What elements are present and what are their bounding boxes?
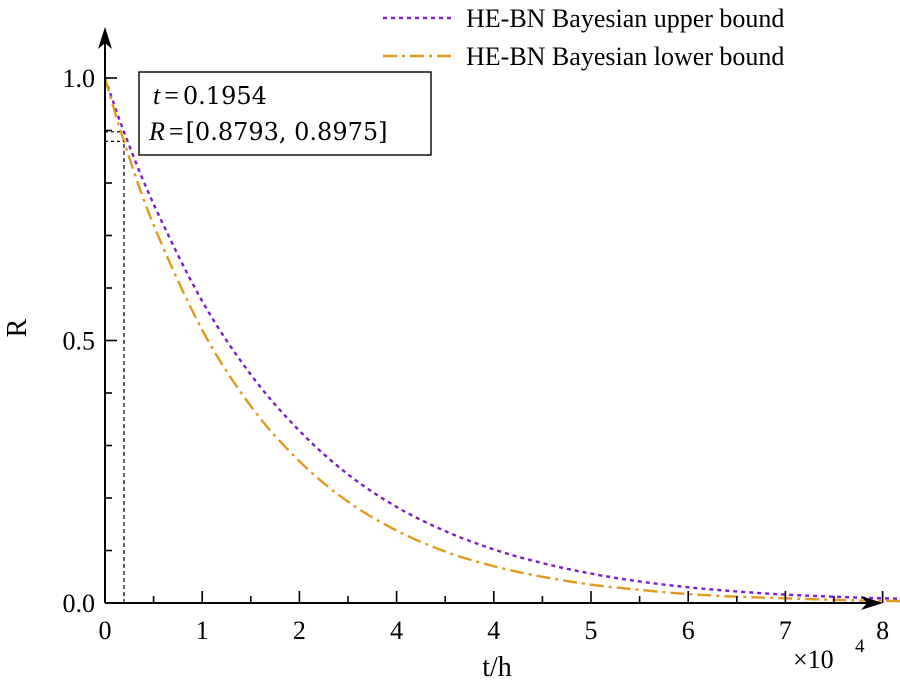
x-tick-label: 8 [876, 616, 889, 645]
x-axis-arrow [861, 596, 883, 610]
y-tick-label: 0.0 [63, 589, 96, 618]
upper-bound-line [103, 77, 900, 600]
x-axis-label: t/h [482, 652, 512, 683]
x-tick-label: 4 [487, 616, 500, 645]
x-tick-label: 0 [99, 616, 112, 645]
x-scale-exponent: 4 [855, 636, 865, 657]
legend-label-lower: HE-BN Bayesian lower bound [466, 42, 784, 71]
axes: 0 1 2 4 4 5 6 7 8 0.0 0.5 1.0 t/h R ×10 4 [2, 27, 889, 683]
x-tick-label: 5 [585, 616, 598, 645]
annotation-reliability: R =[0.8793, 0.8975] [148, 117, 388, 146]
annotation: t = 0.1954 R =[0.8793, 0.8975] [105, 71, 432, 603]
x-tick-label: 6 [682, 616, 695, 645]
legend: HE-BN Bayesian upper bound HE-BN Bayesian… [383, 4, 784, 71]
series-layer [103, 77, 900, 603]
y-tick-label: 1.0 [63, 64, 96, 93]
legend-label-upper: HE-BN Bayesian upper bound [466, 4, 784, 33]
y-axis-label: R [2, 318, 33, 337]
annotation-time: t = 0.1954 [153, 81, 267, 110]
x-tick-label: 4 [390, 616, 403, 645]
x-tick-label: 7 [779, 616, 792, 645]
annotation-box [138, 71, 432, 156]
y-tick-label: 0.5 [63, 327, 96, 356]
y-axis-arrow [98, 27, 112, 49]
lower-bound-line [103, 77, 900, 603]
x-tick-label: 1 [196, 616, 209, 645]
x-tick-label: 2 [293, 616, 306, 645]
x-scale-label: ×10 [793, 645, 834, 674]
